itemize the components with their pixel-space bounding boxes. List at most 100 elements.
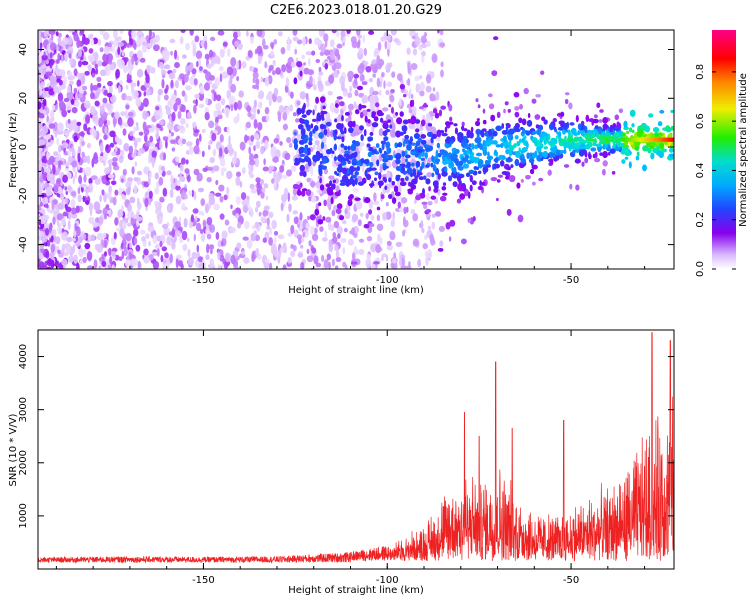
spectrogram-cell xyxy=(375,143,380,148)
colorbar-gradient xyxy=(712,30,736,269)
spectrogram-cell xyxy=(215,102,222,111)
spectrogram-cell xyxy=(76,262,80,269)
spectrogram-cell xyxy=(395,191,401,197)
spectrogram-cell xyxy=(341,274,345,279)
spectrogram-cell xyxy=(463,128,468,132)
spectrogram-cell xyxy=(325,112,331,121)
spectrogram-cell xyxy=(389,230,396,241)
spectrogram-cell xyxy=(340,160,347,166)
spectrogram-cell xyxy=(395,241,403,247)
spectrogram-cell xyxy=(426,40,431,47)
spectrogram-cell xyxy=(331,150,335,154)
spectrogram-cell xyxy=(305,222,311,230)
spectrogram-cell xyxy=(601,131,606,135)
spectrogram-cell xyxy=(65,206,72,213)
spectrogram-cell xyxy=(596,133,600,139)
spectrogram-cell xyxy=(384,185,388,190)
spectrogram-cell xyxy=(348,238,354,246)
spectrogram-cell xyxy=(395,112,398,116)
spectrogram-cell xyxy=(127,222,132,227)
spectrogram-cell xyxy=(250,135,255,142)
spectrogram-cell xyxy=(356,30,361,36)
colorbar-tick-label: 0.2 xyxy=(695,212,706,228)
spectrogram-cell xyxy=(381,143,385,151)
spectrogram-cell xyxy=(302,171,307,178)
spectrogram-cell xyxy=(46,172,52,182)
spectrogram-cell xyxy=(376,77,381,88)
spectrogram-cell xyxy=(313,131,319,140)
spectrogram-cell xyxy=(50,243,56,253)
spectrogram-cell xyxy=(132,89,139,100)
spectrogram-cell xyxy=(358,103,363,111)
spectrogram-cell xyxy=(462,148,466,153)
spectrogram-cell xyxy=(525,175,531,180)
spectrogram-cell xyxy=(659,142,665,150)
spectrogram-cell xyxy=(44,87,50,92)
spectrogram-cell xyxy=(340,130,345,135)
spectrogram-cell xyxy=(324,38,328,48)
spectrogram-cell xyxy=(476,166,479,170)
spectrogram-cell xyxy=(670,109,674,113)
spectrogram-cell xyxy=(550,158,554,166)
spectrogram-cell xyxy=(43,30,48,37)
spectrogram-cell xyxy=(372,66,378,74)
spectrogram-cell xyxy=(490,114,496,122)
spectrogram-cell xyxy=(249,183,255,189)
spectrogram-cell xyxy=(653,127,660,133)
spectrogram-cell xyxy=(273,230,279,236)
spectrogram-cell xyxy=(526,120,533,127)
spectrogram-cell xyxy=(352,140,357,145)
spectrogram-cell xyxy=(181,230,188,241)
spectrogram-cell xyxy=(271,150,275,158)
spectrogram-cell xyxy=(114,135,120,143)
spectrogram-cell xyxy=(39,139,46,146)
spectrogram-cell xyxy=(454,149,460,154)
spectrogram-cell xyxy=(310,123,314,129)
spectrogram-cell xyxy=(363,224,370,229)
spectrogram-cell xyxy=(636,130,643,138)
spectrogram-cell xyxy=(286,66,293,74)
spectrogram-cell xyxy=(353,188,359,193)
spectrogram-cell xyxy=(101,61,108,67)
spectrogram-cell xyxy=(72,175,76,185)
spectrogram-cell xyxy=(185,122,189,129)
spectrogram-cell xyxy=(125,84,129,90)
spectrogram-cell xyxy=(42,98,47,107)
spectrogram-cell xyxy=(652,142,657,147)
spectrogram-cell xyxy=(478,170,482,174)
spectrogram-cell xyxy=(451,153,458,160)
spectrogram-cell xyxy=(250,171,254,179)
spectrogram-cell xyxy=(89,206,93,217)
spectrogram-cell xyxy=(346,30,351,34)
spectrogram-cell xyxy=(319,161,323,165)
spectrogram-cell xyxy=(345,153,349,157)
spectrogram-cell xyxy=(219,49,225,58)
spectrogram-cell xyxy=(294,48,298,55)
spectrogram-cell xyxy=(470,156,476,161)
spectrogram-cell xyxy=(182,54,187,59)
spectrogram-cell xyxy=(181,202,186,211)
spectrogram-cell xyxy=(40,81,46,87)
spectrogram-cell xyxy=(195,50,203,60)
spectrogram-cell xyxy=(42,197,49,205)
spectrogram-cell xyxy=(58,223,62,232)
snr-y-tick-label: 4000 xyxy=(18,344,29,369)
spectrogram-cell xyxy=(396,73,403,81)
spectrogram-cell xyxy=(594,114,598,119)
spectrogram-cell xyxy=(118,187,122,196)
spectrogram-cell xyxy=(340,237,347,243)
spectrogram-cell xyxy=(361,94,369,104)
spectrogram-cell xyxy=(252,84,259,90)
spectrogram-cell xyxy=(152,260,159,269)
spectrogram-cell xyxy=(399,111,404,117)
spectrogram-cell xyxy=(235,196,241,205)
spectrogram-cell xyxy=(414,75,420,82)
spectrogram-cell xyxy=(88,54,95,63)
spectrogram-cell xyxy=(55,59,60,64)
spectrogram-cell xyxy=(614,114,619,121)
spectrogram-cell xyxy=(104,66,109,72)
spectrogram-cell xyxy=(99,105,105,116)
spectrogram-cell xyxy=(87,142,91,149)
spectrogram-cell xyxy=(461,184,465,188)
spectrogram-cell xyxy=(449,219,456,227)
